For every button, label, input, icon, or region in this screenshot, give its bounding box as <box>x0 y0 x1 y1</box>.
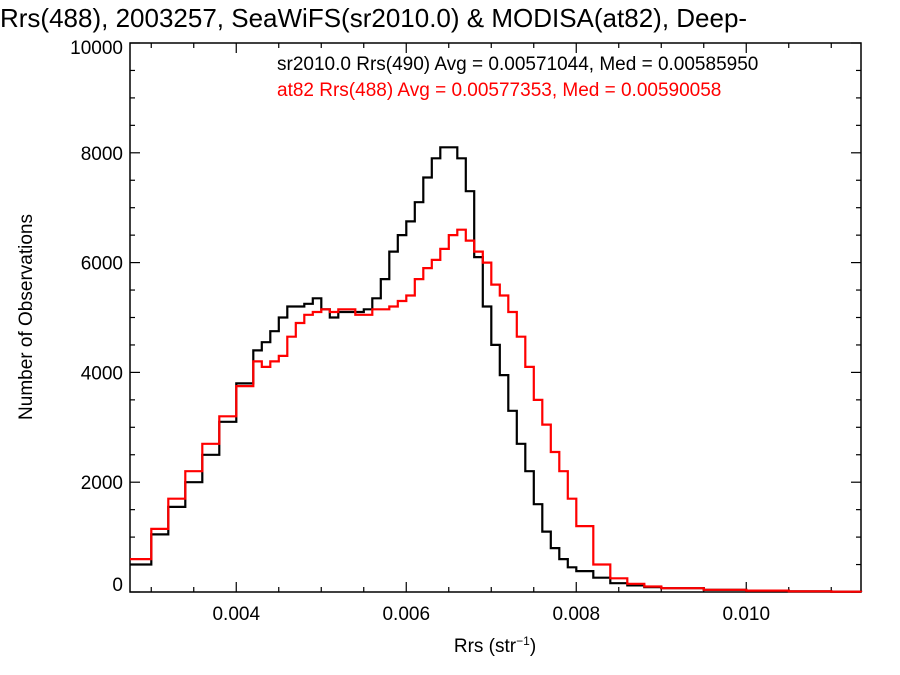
series-layer <box>130 146 863 593</box>
plot-area-border <box>129 42 862 593</box>
y-tick-label: 10000 <box>70 38 123 59</box>
legend-entry-at82: at82 Rrs(488) Avg = 0.00577353, Med = 0.… <box>277 80 721 101</box>
x-axis-label: Rrs (str−1) <box>454 634 536 657</box>
x-tick-label: 0.010 <box>722 604 770 625</box>
x-axis: 0.004 0.006 0.008 0.010 <box>150 43 832 625</box>
legend-entry-sr2010: sr2010.0 Rrs(490) Avg = 0.00571044, Med … <box>277 54 758 75</box>
y-tick-label: 6000 <box>81 254 123 275</box>
series-line-sr2010 <box>130 146 863 593</box>
legend: sr2010.0 Rrs(490) Avg = 0.00571044, Med … <box>277 54 758 101</box>
plot-frame <box>129 42 862 593</box>
y-axis: 0 2000 4000 6000 8000 10000 <box>70 38 861 596</box>
y-axis-label: Number of Observations <box>16 214 37 420</box>
y-tick-label: 4000 <box>81 363 123 384</box>
x-tick-label: 0.006 <box>382 604 430 625</box>
x-axis-label-superscript: −1 <box>516 634 530 648</box>
x-axis-label-text: Rrs (str <box>454 636 517 657</box>
chart-title: Rrs(488), 2003257, SeaWiFS(sr2010.0) & M… <box>0 3 747 33</box>
x-tick-label: 0.008 <box>552 604 600 625</box>
x-tick-label: 0.004 <box>212 604 260 625</box>
y-tick-label: 0 <box>112 575 123 596</box>
series-line-at82 <box>130 228 863 593</box>
y-tick-label: 2000 <box>81 473 123 494</box>
y-tick-label: 8000 <box>81 144 123 165</box>
x-axis-label-close: ) <box>530 636 536 657</box>
